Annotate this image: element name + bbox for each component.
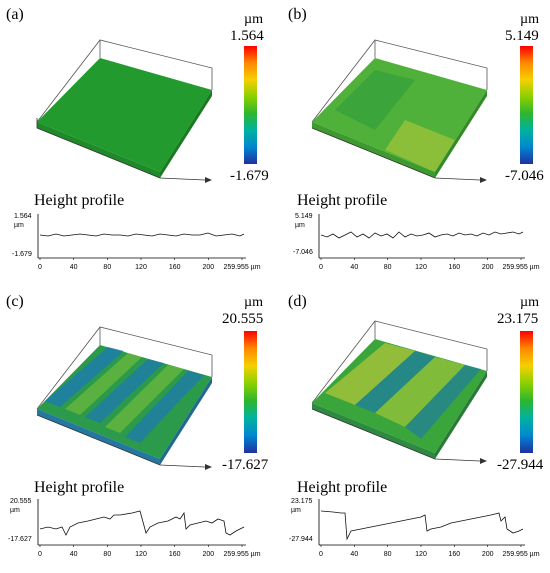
colorbar-unit: µm (520, 12, 539, 27)
x-tick-label: 120 (135, 551, 147, 558)
x-tick-label: 259.955 µm (223, 551, 260, 558)
x-tick-label: 40 (70, 551, 78, 558)
profile-line (320, 231, 524, 239)
colorbar (520, 46, 533, 164)
surface (37, 58, 212, 172)
panel-d: (d) µm 23.175 -27.944 Height profile 23.… (275, 281, 550, 562)
colorbar-min: -27.944 (497, 457, 544, 473)
colorbar-unit: µm (244, 295, 263, 310)
colorbar (520, 331, 533, 453)
x-tick-label: 160 (448, 551, 460, 558)
panel-a: (a) µm 1.564 -1.679 Height profile 1.564… (0, 0, 275, 281)
x-tick-label: 40 (350, 551, 358, 558)
height-profile-chart: 1.564 µm -1.679 0 40 80 120 160 200 259.955 µm (12, 213, 261, 271)
panel-label: (c) (6, 293, 24, 310)
profile-min-label: -1.679 (12, 251, 32, 258)
x-ticks: 0 40 80 120 160 200 259.955 µm (319, 545, 540, 558)
x-tick-label: 80 (103, 264, 111, 271)
panel-label: (d) (288, 293, 307, 310)
x-tick-label: 0 (38, 264, 42, 271)
profile-min-label: -27.944 (289, 536, 313, 543)
colorbar-max: 5.149 (505, 28, 539, 44)
x-tick-label: 160 (448, 264, 460, 271)
colorbar-min: -17.627 (222, 457, 269, 473)
colorbar (244, 46, 257, 164)
x-tick-label: 160 (169, 551, 181, 558)
profile-max-label: 20.555 (10, 498, 32, 505)
x-tick-label: 0 (38, 551, 42, 558)
x-ticks: 0 40 80 120 160 200 259.955 µm (38, 545, 261, 558)
height-profile-title: Height profile (297, 192, 388, 209)
height-profile-chart: 20.555 µm -17.627 0 40 80 120 160 200 259.955 … (8, 498, 261, 558)
x-tick-label: 160 (169, 264, 181, 271)
x-tick-label: 200 (482, 264, 494, 271)
colorbar-unit: µm (244, 12, 263, 27)
x-tick-label: 80 (384, 551, 392, 558)
x-tick-label: 259.955 µm (502, 264, 539, 271)
colorbar-min: -1.679 (230, 168, 269, 184)
colorbar-max: 20.555 (222, 311, 264, 327)
profile-unit-label: µm (291, 507, 301, 514)
panel-b: (b) µm 5.149 -7.046 Height profile 5.149… (275, 0, 550, 281)
height-profile-title: Height profile (34, 479, 125, 496)
x-tick-label: 120 (415, 264, 427, 271)
panel-label: (b) (288, 6, 307, 23)
colorbar-unit: µm (520, 295, 539, 310)
x-tick-label: 120 (415, 551, 427, 558)
x-ticks: 0 40 80 120 160 200 259.955 µm (319, 258, 540, 271)
x-tick-label: 259.955 µm (502, 551, 539, 558)
x-tick-label: 120 (135, 264, 147, 271)
profile-unit-label: µm (14, 222, 24, 229)
height-profile-chart: 23.175 µm -27.944 0 40 80 120 160 200 259.955 … (289, 498, 540, 558)
colorbar-min: -7.046 (505, 168, 544, 184)
profile-min-label: -7.046 (293, 249, 313, 256)
surface-3d-plot (36, 326, 213, 470)
x-tick-label: 0 (319, 264, 323, 271)
colorbar-max: 23.175 (497, 311, 539, 327)
x-tick-label: 200 (202, 551, 214, 558)
x-tick-label: 80 (384, 264, 392, 271)
x-tick-label: 259.955 µm (223, 264, 260, 271)
panel-c: (c) µm 20.555 -17.627 Height profile 20.… (0, 281, 275, 562)
profile-unit-label: µm (10, 507, 20, 514)
colorbar (244, 331, 257, 453)
profile-min-label: -17.627 (8, 536, 32, 543)
x-tick-label: 40 (70, 264, 78, 271)
surface-3d-plot (311, 39, 488, 183)
x-tick-label: 200 (482, 551, 494, 558)
height-profile-title: Height profile (34, 192, 125, 209)
panel-label: (a) (6, 6, 24, 23)
profile-max-label: 5.149 (295, 213, 313, 220)
x-tick-label: 80 (103, 551, 111, 558)
x-tick-label: 200 (202, 264, 214, 271)
height-profile-chart: 5.149 µm -7.046 0 40 80 120 160 200 259.955 µm (293, 213, 540, 271)
profile-max-label: 23.175 (291, 498, 313, 505)
colorbar-max: 1.564 (230, 28, 264, 44)
x-ticks: 0 40 80 120 160 200 259.955 µm (38, 258, 261, 271)
profile-line (39, 232, 245, 237)
surface-3d-plot (311, 320, 488, 464)
profile-line (39, 510, 245, 536)
profile-max-label: 1.564 (14, 213, 32, 220)
x-tick-label: 40 (350, 264, 358, 271)
x-tick-label: 0 (319, 551, 323, 558)
profile-line (320, 510, 524, 541)
surface-3d-plot (36, 39, 213, 183)
profile-unit-label: µm (295, 222, 305, 229)
height-profile-title: Height profile (297, 479, 388, 496)
